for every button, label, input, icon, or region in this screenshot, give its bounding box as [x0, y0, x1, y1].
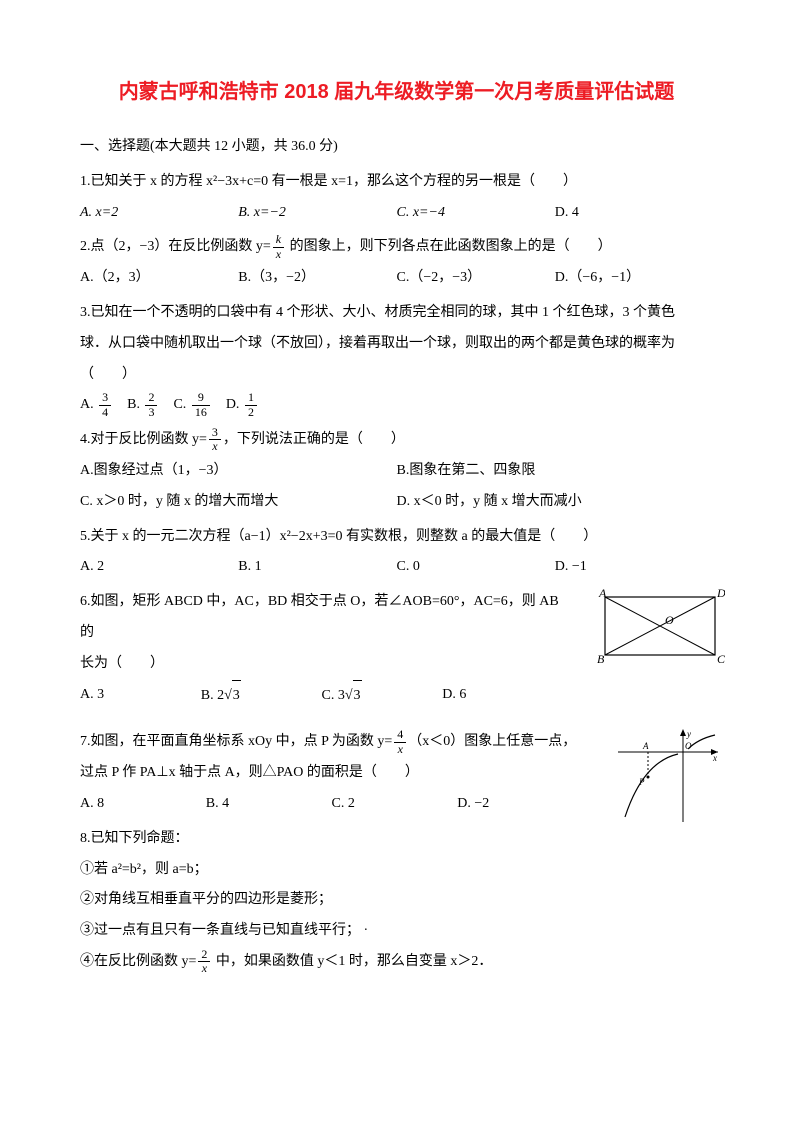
q4-opt-b: B.图象在第二、四象限 [397, 456, 714, 487]
q8-head: 8.已知下列命题： [80, 824, 713, 855]
question-2: 2.点（2，−3）在反比例函数 y=kx 的图象上，则下列各点在此函数图象上的是… [80, 232, 713, 294]
q6-opt-c: C. 33 [322, 680, 443, 712]
q1-opt-b: B. x=−2 [238, 198, 396, 229]
q3-line2: 球．从口袋中随机取出一个球（不放回），接着再取出一个球，则取出的两个都是黄色球的… [80, 329, 713, 360]
q7-opt-a: A. 8 [80, 789, 206, 820]
svg-text:O: O [685, 741, 692, 751]
question-7: 7.如图，在平面直角坐标系 xOy 中，点 P 为函数 y=4x（x＜0）图象上… [80, 727, 713, 819]
q8-p4: ④在反比例函数 y=2x 中，如果函数值 y＜1 时，那么自变量 x＞2． [80, 947, 713, 978]
graph-diagram: A O P x y [613, 727, 723, 827]
q7-frac: 4x [394, 728, 406, 755]
rectangle-diagram: A D B C O [595, 587, 725, 665]
q3-opt-d: D. 12 [226, 397, 259, 412]
q6-opt-a: A. 3 [80, 680, 201, 712]
q7-post: （x＜0）图象上任意一点， [408, 734, 576, 749]
q6-opt-d: D. 6 [442, 680, 563, 712]
page-title: 内蒙古呼和浩特市 2018 届九年级数学第一次月考质量评估试题 [80, 70, 713, 114]
q3-opt-b: B. 23 [127, 397, 159, 412]
q7-opt-d: D. −2 [457, 789, 583, 820]
svg-text:P: P [638, 777, 645, 787]
q5-opt-c: C. 0 [397, 552, 555, 583]
q2-frac: kx [273, 233, 284, 260]
q2-pre: 2.点（2，−3）在反比例函数 y= [80, 239, 271, 254]
q6-line1: 6.如图，矩形 ABCD 中，AC，BD 相交于点 O，若∠AOB=60°，AC… [80, 587, 563, 649]
q4-opt-a: A.图象经过点（1，−3） [80, 456, 397, 487]
svg-text:O: O [665, 613, 674, 627]
svg-text:x: x [712, 753, 717, 763]
q1-opt-c: C. x=−4 [397, 198, 555, 229]
q6-line2: 长为（ ） [80, 649, 563, 680]
q5-opt-a: A. 2 [80, 552, 238, 583]
question-8: 8.已知下列命题： ①若 a²=b²，则 a=b； ②对角线互相垂直平分的四边形… [80, 824, 713, 978]
svg-text:D: D [716, 587, 725, 600]
q8-p2: ②对角线互相垂直平分的四边形是菱形； [80, 885, 713, 916]
svg-text:y: y [686, 729, 691, 739]
q3-line1: 3.已知在一个不透明的口袋中有 4 个形状、大小、材质完全相同的球，其中 1 个… [80, 298, 713, 329]
svg-text:A: A [642, 741, 649, 751]
q4-post: ，下列说法正确的是（ ） [223, 432, 405, 447]
q1-opt-a: A. x=2 [80, 198, 238, 229]
q5-opt-b: B. 1 [238, 552, 396, 583]
q1-opt-d: D. 4 [555, 198, 713, 229]
q4-frac: 3x [209, 426, 221, 453]
question-4: 4.对于反比例函数 y=3x，下列说法正确的是（ ） A.图象经过点（1，−3）… [80, 425, 713, 517]
q3-line3: （ ） [80, 360, 713, 391]
q8-p3: ③过一点有且只有一条直线与已知直线平行； · [80, 916, 713, 947]
q5-opt-d: D. −1 [555, 552, 713, 583]
question-1: 1.已知关于 x 的方程 x²−3x+c=0 有一根是 x=1，那么这个方程的另… [80, 167, 713, 229]
q2-post: 的图象上，则下列各点在此函数图象上的是（ ） [286, 239, 612, 254]
q3-opt-a: A. 34 [80, 397, 113, 412]
q2-opt-c: C.（−2，−3） [397, 263, 555, 294]
q7-pre: 7.如图，在平面直角坐标系 xOy 中，点 P 为函数 y= [80, 734, 392, 749]
svg-text:A: A [598, 587, 607, 600]
question-5: 5.关于 x 的一元二次方程（a−1）x²−2x+3=0 有实数根，则整数 a … [80, 522, 713, 584]
q7-opt-c: C. 2 [332, 789, 458, 820]
q4-opt-d: D. x＜0 时，y 随 x 增大而减小 [397, 487, 714, 518]
q3-opt-c: C. 916 [173, 397, 211, 412]
q5-text: 5.关于 x 的一元二次方程（a−1）x²−2x+3=0 有实数根，则整数 a … [80, 522, 713, 553]
q2-opt-d: D.（−6，−1） [555, 263, 713, 294]
q2-opt-b: B.（3，−2） [238, 263, 396, 294]
q4-pre: 4.对于反比例函数 y= [80, 432, 207, 447]
q6-opt-b: B. 23 [201, 680, 322, 712]
q7-opt-b: B. 4 [206, 789, 332, 820]
q4-opt-c: C. x＞0 时，y 随 x 的增大而增大 [80, 487, 397, 518]
q2-opt-a: A.（2，3） [80, 263, 238, 294]
q8-p1: ①若 a²=b²，则 a=b； [80, 855, 713, 886]
section-header: 一、选择题(本大题共 12 小题，共 36.0 分) [80, 132, 713, 163]
q1-text: 1.已知关于 x 的方程 x²−3x+c=0 有一根是 x=1，那么这个方程的另… [80, 167, 713, 198]
svg-text:B: B [597, 652, 605, 665]
question-6: 6.如图，矩形 ABCD 中，AC，BD 相交于点 O，若∠AOB=60°，AC… [80, 587, 713, 711]
q7-line2: 过点 P 作 PA⊥x 轴于点 A，则△PAO 的面积是（ ） [80, 758, 583, 789]
question-3: 3.已知在一个不透明的口袋中有 4 个形状、大小、材质完全相同的球，其中 1 个… [80, 298, 713, 421]
svg-text:C: C [717, 652, 725, 665]
